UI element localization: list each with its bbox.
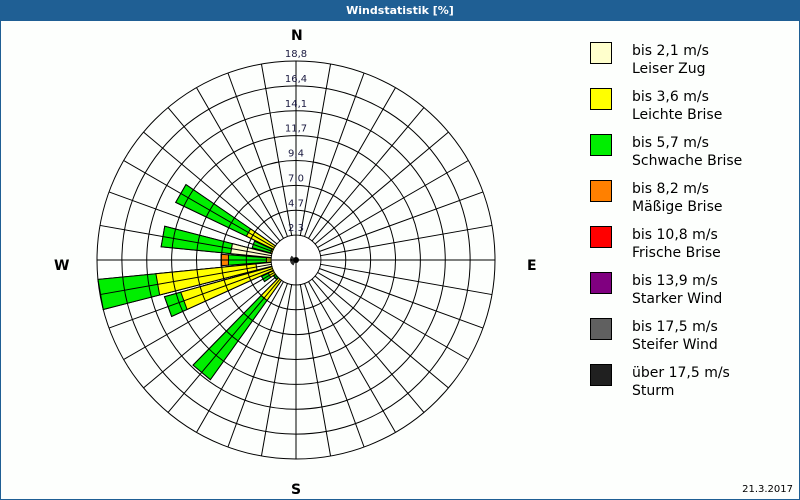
radial-grid-spoke (123, 160, 275, 248)
radial-grid-spoke (167, 107, 281, 242)
legend-swatch (590, 226, 612, 248)
radial-grid-spoke (108, 268, 273, 329)
radial-grid-spoke (99, 263, 272, 296)
radial-grid-spoke (304, 283, 365, 448)
radial-grid-spoke (123, 272, 275, 360)
compass-west-label: W (54, 258, 70, 274)
legend-range: bis 10,8 m/s (632, 227, 718, 243)
legend-swatch (590, 42, 612, 64)
legend-name: Mäßige Brise (632, 199, 723, 215)
legend-swatch (590, 180, 612, 202)
radial-grid-spoke (227, 72, 288, 237)
radial-tick-label: 9,4 (288, 149, 304, 160)
radial-grid-spoke (196, 281, 284, 433)
compass-east-label: E (527, 258, 537, 274)
compass-south-label: S (291, 482, 302, 498)
radial-grid-spoke (320, 263, 493, 296)
legend-name: Starker Wind (632, 291, 723, 307)
radial-tick-label: 14,1 (285, 99, 307, 110)
radial-tick-label: 18,8 (285, 49, 307, 60)
radial-grid-spoke (314, 131, 449, 245)
radial-tick-label: 7,0 (288, 173, 304, 184)
legend-swatch (590, 88, 612, 110)
legend-range: bis 5,7 m/s (632, 135, 709, 151)
radial-tick-label: 4,7 (288, 198, 304, 209)
radial-grid-spoke (99, 224, 272, 257)
radial-grid-spoke (143, 275, 278, 389)
window-title: Windstatistik [%] (1, 1, 799, 21)
legend-range: über 17,5 m/s (632, 365, 730, 381)
radial-tick-label: 11,7 (285, 124, 307, 135)
radial-grid-spoke (196, 87, 284, 239)
radial-grid-spoke (260, 63, 293, 236)
legend-name: Leiser Zug (632, 61, 706, 77)
footer-date: 21.3.2017 (742, 484, 793, 495)
radial-tick-label: 2,3 (288, 223, 304, 234)
radial-grid-spoke (317, 160, 469, 248)
radial-grid-spoke (299, 63, 332, 236)
radial-grid-spoke (319, 191, 484, 252)
radial-grid-spoke (308, 281, 396, 433)
radial-grid-spoke (304, 72, 365, 237)
legend-name: Schwache Brise (632, 153, 743, 169)
legend-range: bis 8,2 m/s (632, 181, 709, 197)
radial-grid-spoke (311, 107, 425, 242)
compass-north-label: N (291, 28, 303, 44)
legend-range: bis 17,5 m/s (632, 319, 718, 335)
radial-grid-spoke (319, 268, 484, 329)
legend-name: Sturm (632, 383, 675, 399)
legend-swatch (590, 364, 612, 386)
legend-name: Leichte Brise (632, 107, 723, 123)
legend-range: bis 3,6 m/s (632, 89, 709, 105)
legend-swatch (590, 134, 612, 156)
radial-grid-spoke (317, 272, 469, 360)
legend-range: bis 13,9 m/s (632, 273, 718, 289)
radial-grid-spoke (308, 87, 396, 239)
radial-grid-spoke (311, 278, 425, 413)
radial-grid-spoke (167, 278, 281, 413)
radial-grid-spoke (314, 275, 449, 389)
radial-grid-spoke (299, 284, 332, 457)
legend-swatch (590, 272, 612, 294)
radial-grid-spoke (143, 131, 278, 245)
legend-name: Steifer Wind (632, 337, 718, 353)
radial-grid-spoke (108, 191, 273, 252)
radial-grid-spoke (227, 283, 288, 448)
radial-tick-label: 16,4 (285, 74, 307, 85)
wind-rose-chart: 2,3 4,7 7,0 9,4 11,7 14,1 16,4 18,8 (96, 49, 496, 460)
radial-grid-spoke (320, 224, 493, 257)
legend-range: bis 2,1 m/s (632, 43, 709, 59)
legend-name: Frische Brise (632, 245, 721, 261)
radial-grid-spoke (260, 284, 293, 457)
legend-swatch (590, 318, 612, 340)
